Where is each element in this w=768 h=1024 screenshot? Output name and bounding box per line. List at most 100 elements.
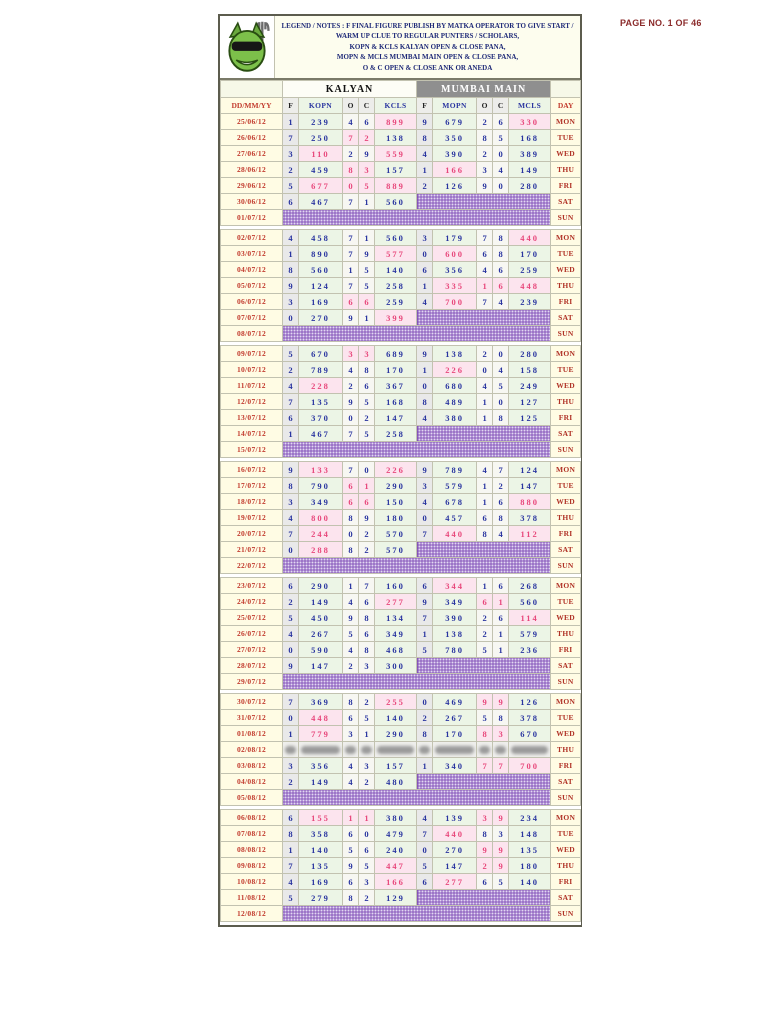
kalyan-c-cell: 0 [358, 825, 375, 842]
mumbai-o-cell: 8 [476, 129, 494, 146]
table-row: 12/08/12 SUN [220, 905, 582, 922]
kalyan-opn-cell: 288 [298, 541, 343, 558]
mumbai-c-cell: 1 [492, 641, 510, 658]
mumbai-cls-cell: 330 [508, 113, 552, 130]
day-cell: WED [550, 725, 582, 742]
date-cell: 12/07/12 [220, 393, 283, 410]
mumbai-o-cell: 1 [476, 409, 494, 426]
kalyan-opn-cell: 467 [298, 193, 343, 210]
table-row: 03/07/12 1 890 7 9 577 0 600 6 8 170 TUE [220, 245, 582, 262]
day-cell: WED [550, 261, 582, 278]
table-row: 25/07/12 5 450 9 8 134 7 390 2 6 114 WED [220, 609, 582, 626]
kalyan-cls-cell: 277 [373, 593, 418, 610]
date-cell: 26/07/12 [220, 625, 283, 642]
table-row: 30/06/12 6 467 7 1 560 SAT [220, 193, 582, 210]
redacted-cell [298, 741, 343, 758]
mumbai-c-cell: 0 [492, 145, 510, 162]
table-row: 09/08/12 7 135 9 5 447 5 147 2 9 180 THU [220, 857, 582, 874]
mumbai-cls-cell: 259 [508, 261, 552, 278]
mumbai-o-cell: 4 [476, 377, 494, 394]
date-cell: 28/07/12 [220, 657, 283, 674]
mumbai-c-cell: 6 [492, 493, 510, 510]
kalyan-cls-cell: 168 [373, 393, 418, 410]
mumbai-o-cell: 1 [476, 393, 494, 410]
day-cell: SAT [550, 657, 582, 674]
date-cell: 07/07/12 [220, 309, 283, 326]
date-cell: 27/07/12 [220, 641, 283, 658]
date-cell: 16/07/12 [220, 461, 283, 478]
kalyan-o-cell: 3 [342, 725, 359, 742]
mumbai-opn-cell: 335 [432, 277, 478, 294]
week-separator [220, 573, 581, 578]
day-cell: MON [550, 229, 582, 246]
kalyan-c-cell: 0 [358, 461, 375, 478]
mumbai-cls-cell: 448 [508, 277, 552, 294]
mumbai-cls-cell: 700 [508, 757, 552, 774]
mumbai-c-cell: 7 [492, 461, 510, 478]
kalyan-o-cell: 9 [342, 393, 359, 410]
mumbai-c-cell: 1 [492, 625, 510, 642]
kalyan-f-cell: 3 [282, 493, 299, 510]
mumbai-o-cell: 1 [476, 493, 494, 510]
week-separator [220, 921, 581, 925]
kalyan-f-cell: 6 [282, 193, 299, 210]
kalyan-cls-cell: 150 [373, 493, 418, 510]
day-cell: SUN [550, 209, 582, 226]
mumbai-f-cell: 9 [416, 113, 434, 130]
kalyan-cls-cell: 140 [373, 709, 418, 726]
day-cell: SAT [550, 193, 582, 210]
date-cell: 25/06/12 [220, 113, 283, 130]
day-cell: SUN [550, 441, 582, 458]
kalyan-f-cell: 2 [282, 161, 299, 178]
kalyan-f-cell: 4 [282, 229, 299, 246]
market-closed-cell [416, 657, 552, 674]
mumbai-opn-cell: 139 [432, 809, 478, 826]
kalyan-c-cell: 1 [358, 309, 375, 326]
date-cell: 12/08/12 [220, 905, 283, 922]
table-row: 28/06/12 2 459 8 3 157 1 166 3 4 149 THU [220, 161, 582, 178]
kalyan-opn-cell: 800 [298, 509, 343, 526]
mumbai-f-cell: 8 [416, 725, 434, 742]
mumbai-o-cell: 2 [476, 145, 494, 162]
kalyan-opn-cell: 789 [298, 361, 343, 378]
kalyan-o-cell: 6 [342, 493, 359, 510]
day-cell: MON [550, 809, 582, 826]
mumbai-opn-cell: 579 [432, 477, 478, 494]
mumbai-opn-cell: 179 [432, 229, 478, 246]
header-date: DD/MM/YY [220, 97, 283, 114]
day-cell: TUE [550, 245, 582, 262]
mumbai-f-cell: 1 [416, 161, 434, 178]
date-cell: 13/07/12 [220, 409, 283, 426]
kalyan-f-cell: 4 [282, 625, 299, 642]
column-header-row: DD/MM/YY F KOPN O C KCLS F MOPN O C MCLS… [220, 97, 582, 114]
kalyan-o-cell: 4 [342, 113, 359, 130]
header-mumbai-open: O [476, 97, 494, 114]
kalyan-o-cell: 0 [342, 177, 359, 194]
day-cell: SAT [550, 309, 582, 326]
date-cell: 27/06/12 [220, 145, 283, 162]
mumbai-o-cell: 9 [476, 693, 494, 710]
kalyan-f-cell: 2 [282, 773, 299, 790]
mumbai-cls-cell: 280 [508, 177, 552, 194]
kalyan-opn-cell: 779 [298, 725, 343, 742]
kalyan-opn-cell: 147 [298, 657, 343, 674]
mumbai-opn-cell: 340 [432, 757, 478, 774]
mumbai-cls-cell: 389 [508, 145, 552, 162]
mumbai-f-cell: 0 [416, 377, 434, 394]
kalyan-c-cell: 1 [358, 229, 375, 246]
mumbai-cls-cell: 440 [508, 229, 552, 246]
mumbai-opn-cell: 170 [432, 725, 478, 742]
mumbai-cls-cell: 239 [508, 293, 552, 310]
kalyan-cls-cell: 577 [373, 245, 418, 262]
kalyan-f-cell: 0 [282, 309, 299, 326]
day-cell: FRI [550, 177, 582, 194]
market-closed-cell [416, 193, 552, 210]
kalyan-c-cell: 2 [358, 541, 375, 558]
kalyan-f-cell: 9 [282, 277, 299, 294]
mumbai-cls-cell: 249 [508, 377, 552, 394]
mumbai-cls-cell: 114 [508, 609, 552, 626]
kalyan-c-cell: 2 [358, 525, 375, 542]
kalyan-f-cell: 7 [282, 857, 299, 874]
mumbai-opn-cell: 166 [432, 161, 478, 178]
